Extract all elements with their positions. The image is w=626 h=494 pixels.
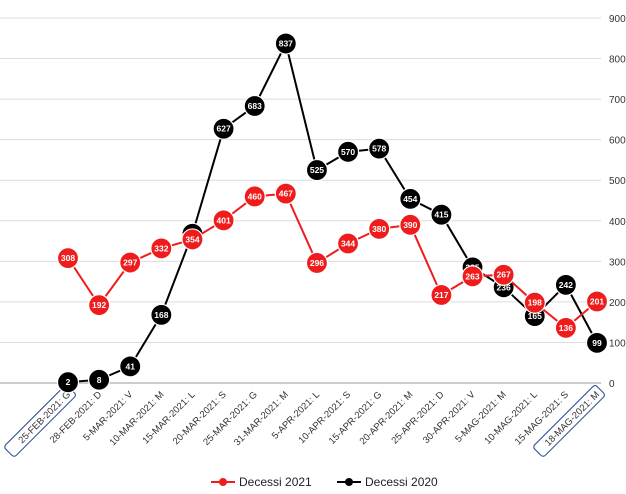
data-label: 570 (341, 147, 355, 157)
legend-item: Decessi 2021 (211, 475, 312, 489)
data-label: 263 (465, 271, 479, 281)
data-label: 2 (66, 377, 71, 387)
data-label: 354 (185, 234, 199, 244)
data-point (243, 94, 266, 118)
y-tick-label: 300 (609, 257, 626, 268)
data-point (430, 203, 453, 226)
data-label: 344 (341, 238, 355, 248)
data-label: 683 (248, 101, 262, 111)
data-label: 627 (216, 124, 230, 134)
data-label: 460 (248, 191, 262, 201)
data-point (461, 265, 484, 288)
y-axis: 0 100 200 300 400 500 600 700 800 900 (609, 14, 626, 390)
y-tick-label: 500 (609, 176, 626, 187)
data-label: 8 (97, 375, 102, 385)
data-label: 578 (372, 144, 386, 154)
data-label: 168 (154, 310, 168, 320)
data-label: 99 (592, 338, 602, 348)
data-point (274, 32, 297, 55)
data-label: 415 (434, 210, 448, 220)
data-label: 296 (310, 258, 324, 268)
data-point (305, 251, 329, 275)
data-label: 390 (403, 220, 417, 230)
data-label: 242 (559, 280, 573, 290)
x-tick-label: 10-MAR-2021: M (108, 389, 167, 448)
data-point (150, 237, 173, 260)
data-point (336, 232, 360, 255)
series-line (67, 192, 598, 329)
y-tick-label: 400 (609, 217, 626, 228)
data-point (336, 140, 360, 163)
x-tick-label: 31-MAR-2021: M (232, 389, 291, 448)
data-label: 525 (310, 165, 324, 175)
data-label: 297 (123, 258, 137, 268)
data-label: 308 (61, 253, 75, 263)
y-tick-label: 600 (609, 136, 626, 147)
legend-swatch-marker (219, 478, 227, 486)
data-point (554, 273, 577, 296)
legend-item: Decessi 2020 (337, 475, 438, 489)
series-decessi-2021: 308 192 297 332 354 401 460 467 296 344 380 390 217 2… (56, 182, 609, 339)
y-tick-label: 0 (609, 379, 615, 390)
data-point (119, 251, 142, 274)
x-tick-label: 20-APR-2021: M (358, 389, 416, 447)
data-point (212, 117, 235, 140)
data-point (56, 246, 80, 270)
series-decessi-2020: 2841168368627683837525570578454415285236… (56, 32, 609, 394)
highlight-box (533, 385, 606, 457)
data-point (88, 294, 111, 317)
data-point (585, 331, 609, 354)
series-area: 2841168368627683837525570578454415285236… (56, 32, 609, 394)
series-line (67, 42, 598, 384)
data-point (150, 303, 173, 326)
data-point (274, 182, 297, 205)
data-point (243, 185, 266, 208)
data-point (399, 213, 422, 236)
legend-label: Decessi 2020 (365, 475, 438, 489)
data-point (399, 187, 422, 210)
data-label: 136 (559, 323, 573, 333)
data-point (523, 291, 546, 314)
data-label: 236 (497, 282, 511, 292)
data-point (430, 283, 453, 307)
data-label: 198 (528, 298, 542, 308)
x-tick-label: 25-MAR-2021: G (201, 389, 260, 448)
data-label: 380 (372, 224, 386, 234)
data-point (368, 217, 391, 240)
y-tick-label: 200 (609, 298, 626, 309)
data-label: 454 (403, 194, 417, 204)
data-label: 332 (154, 243, 168, 253)
data-label: 837 (279, 39, 293, 49)
data-point (181, 228, 204, 251)
legend-swatch-marker (345, 478, 353, 486)
data-label: 201 (590, 296, 604, 306)
y-tick-label: 900 (609, 14, 626, 25)
data-point (56, 371, 80, 394)
data-point (585, 290, 609, 313)
data-label: 41 (126, 361, 136, 371)
data-label: 192 (92, 300, 106, 310)
data-point (305, 158, 329, 182)
x-tick-label: 25-FEB-2021: G (16, 389, 73, 446)
data-point (554, 316, 577, 339)
data-point (368, 137, 391, 160)
data-label: 401 (216, 215, 230, 225)
x-tick-label: 18-MAG-2021: M (543, 389, 602, 448)
data-point (492, 263, 515, 286)
legend-label: Decessi 2021 (239, 475, 312, 489)
x-axis: 25-FEB-2021: G28-FEB-2021: D5-MAR-2021: … (0, 382, 606, 457)
data-label: 467 (279, 189, 293, 199)
data-label: 267 (497, 270, 511, 280)
data-point (119, 355, 142, 378)
y-tick-label: 800 (609, 55, 626, 66)
data-label: 165 (528, 311, 542, 321)
data-point (212, 209, 235, 232)
y-tick-label: 700 (609, 95, 626, 106)
x-tick-label: 20-MAR-2021: S (171, 389, 229, 447)
data-label: 217 (434, 290, 448, 300)
legend: Decessi 2021 Decessi 2020 (211, 475, 438, 489)
data-point (88, 368, 111, 391)
y-tick-label: 100 (609, 338, 626, 349)
